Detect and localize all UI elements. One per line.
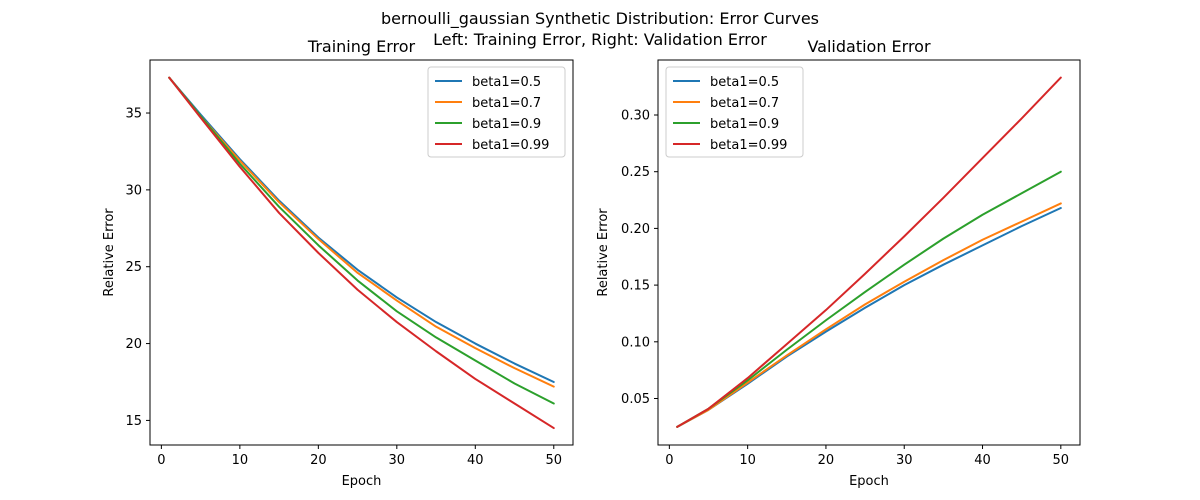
validation-y-tick-label: 0.30 bbox=[621, 109, 650, 124]
training-legend-label-4: beta1=0.99 bbox=[472, 138, 549, 153]
validation-legend-label-2: beta1=0.7 bbox=[710, 96, 779, 111]
validation-legend: beta1=0.5 beta1=0.7 beta1=0.9 beta1=0.99 bbox=[665, 66, 804, 158]
training-legend-box bbox=[427, 66, 566, 158]
figure-suptitle-line2: Left: Training Error, Right: Validation … bbox=[433, 30, 767, 49]
training-axes-frame bbox=[149, 59, 574, 446]
training-series-line-4 bbox=[168, 76, 555, 430]
training-x-axis-label: Epoch bbox=[342, 474, 382, 489]
validation-x-tick-label: 10 bbox=[739, 453, 756, 468]
training-y-tick-label: 35 bbox=[125, 107, 142, 122]
validation-y-tick-label: 0.10 bbox=[621, 335, 650, 350]
figure-suptitle-line1: bernoulli_gaussian Synthetic Distributio… bbox=[381, 9, 819, 29]
validation-y-tick-label: 0.25 bbox=[621, 165, 650, 180]
validation-legend-box bbox=[665, 66, 804, 158]
validation-y-tick-label: 0.20 bbox=[621, 222, 650, 237]
training-x-tick-label: 40 bbox=[467, 453, 484, 468]
training-x-tick-label: 30 bbox=[389, 453, 406, 468]
validation-legend-label-3: beta1=0.9 bbox=[710, 117, 779, 132]
validation-legend-label-4: beta1=0.99 bbox=[710, 138, 787, 153]
training-x-tick-label: 20 bbox=[310, 453, 327, 468]
validation-x-tick-label: 50 bbox=[1053, 453, 1070, 468]
training-y-tick-label: 25 bbox=[125, 260, 142, 275]
training-series-line-1 bbox=[168, 76, 555, 383]
validation-y-axis-label: Relative Error bbox=[596, 208, 611, 297]
training-x-tick-label: 50 bbox=[545, 453, 562, 468]
validation-x-tick-label: 0 bbox=[665, 453, 673, 468]
training-y-tick-label: 30 bbox=[125, 183, 142, 198]
validation-x-tick-label: 30 bbox=[896, 453, 913, 468]
training-chart-title: Training Error bbox=[307, 37, 416, 56]
training-legend-label-1: beta1=0.5 bbox=[472, 75, 541, 90]
training-x-tick-label: 0 bbox=[157, 453, 165, 468]
validation-chart-title: Validation Error bbox=[807, 37, 931, 56]
validation-series-line-2 bbox=[676, 202, 1062, 428]
training-error-chart: Training Error 0 10 20 30 40 50 15 20 25 30 35 Epoch… bbox=[102, 37, 574, 489]
training-x-tick-label: 10 bbox=[232, 453, 249, 468]
training-y-tick-label: 20 bbox=[125, 337, 142, 352]
training-y-axis-label: Relative Error bbox=[102, 208, 117, 297]
training-legend-label-3: beta1=0.9 bbox=[472, 117, 541, 132]
training-series-line-3 bbox=[168, 76, 555, 405]
validation-y-tick-label: 0.15 bbox=[621, 279, 650, 294]
validation-axes-frame bbox=[657, 59, 1081, 446]
training-y-tick-label: 15 bbox=[125, 414, 142, 429]
validation-x-tick-label: 40 bbox=[974, 453, 991, 468]
training-series-line-2 bbox=[168, 76, 555, 388]
validation-error-chart: Validation Error 0 10 20 30 40 50 0.05 0.10 0.15 0… bbox=[596, 37, 1081, 489]
validation-series-line-4 bbox=[676, 76, 1062, 428]
validation-legend-label-1: beta1=0.5 bbox=[710, 75, 779, 90]
validation-x-tick-label: 20 bbox=[818, 453, 835, 468]
validation-series-line-3 bbox=[676, 170, 1062, 428]
training-legend-label-2: beta1=0.7 bbox=[472, 96, 541, 111]
validation-x-axis-label: Epoch bbox=[849, 474, 889, 489]
training-legend: beta1=0.5 beta1=0.7 beta1=0.9 beta1=0.99 bbox=[427, 66, 566, 158]
validation-y-tick-label: 0.05 bbox=[621, 392, 650, 407]
